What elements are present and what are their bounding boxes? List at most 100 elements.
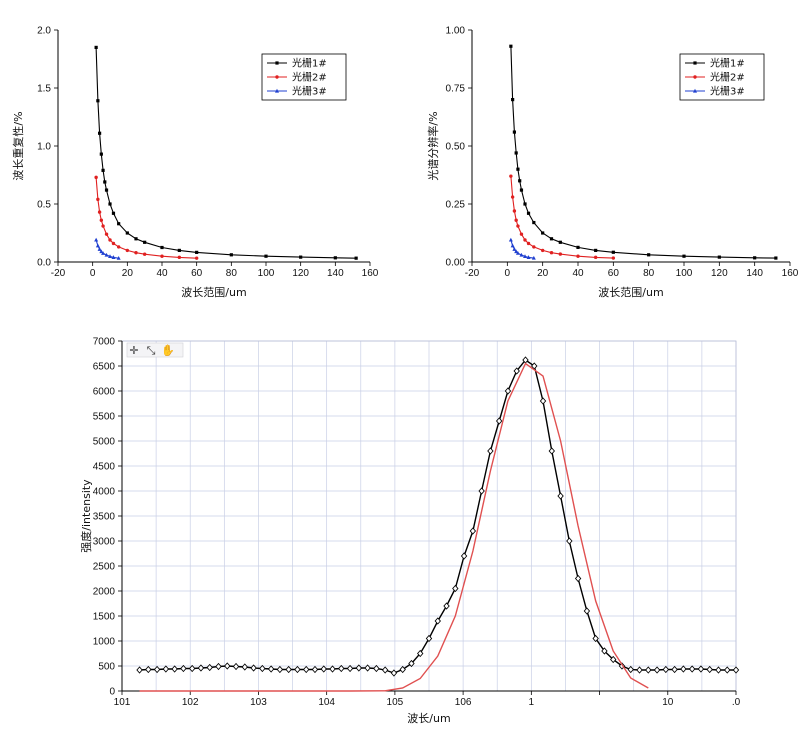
data-point: [717, 255, 721, 259]
data-point: [354, 256, 358, 260]
data-point: [513, 367, 520, 375]
chart-intensity-spectrum: 101 102 103 104 105 106 1 10 .0 0 500 1000 1500 2000 2…: [79, 337, 741, 726]
legend: 光栅1#光栅2#光栅3#: [261, 53, 347, 101]
data-point: [425, 634, 433, 643]
data-point: [241, 663, 248, 671]
y-tick-label: 500: [98, 662, 115, 673]
series-2: [509, 174, 616, 260]
series-3: [94, 237, 121, 260]
x-tick-label: 80: [226, 268, 238, 279]
data-point: [682, 254, 686, 258]
data-point: [101, 168, 105, 172]
series-1: [509, 44, 778, 260]
data-point: [96, 99, 100, 103]
data-point: [224, 662, 231, 670]
data-point: [601, 647, 608, 655]
pointer-icon[interactable]: ✛: [129, 344, 138, 357]
x-tick-label: 120: [711, 268, 728, 279]
legend-swatch-marker: [275, 88, 279, 93]
data-point: [504, 387, 512, 395]
legend-swatch-marker: [693, 88, 697, 93]
data-point: [259, 664, 266, 673]
x-tick-label: 101: [114, 697, 131, 708]
data-point: [523, 238, 527, 242]
legend-entry: 光栅1#: [292, 57, 327, 70]
data-point: [136, 666, 143, 674]
data-point: [101, 251, 106, 255]
y-tick-label: 2.0: [37, 26, 51, 37]
data-point: [662, 665, 670, 674]
y-tick-label: 1500: [93, 612, 116, 623]
data-point: [558, 252, 563, 256]
data-point: [381, 666, 389, 674]
series-line: [139, 362, 649, 692]
y-tick-label: 0.25: [446, 200, 466, 211]
y-tick-label: 0.0: [37, 258, 51, 269]
data-point: [526, 241, 531, 246]
data-point: [95, 243, 100, 248]
data-point: [125, 248, 130, 253]
data-point: [697, 665, 705, 673]
data-point: [180, 664, 187, 673]
data-point: [250, 664, 257, 672]
data-point: [111, 255, 116, 259]
data-point: [434, 617, 441, 625]
data-point: [515, 250, 520, 255]
data-point: [125, 231, 129, 235]
legend-swatch-marker: [275, 75, 279, 79]
x-tick-label: 60: [608, 268, 620, 279]
data-point: [142, 252, 147, 256]
data-point: [512, 247, 517, 251]
y-tick-label: 1000: [93, 637, 116, 648]
x-tick-label: 140: [327, 268, 344, 279]
data-point: [134, 251, 138, 255]
legend-swatch-marker: [693, 61, 697, 65]
data-point: [549, 251, 554, 255]
x-axis-label: 波长/um: [407, 712, 450, 725]
data-point: [540, 248, 545, 253]
data-point: [364, 664, 371, 672]
x-tick-label: 105: [387, 697, 404, 708]
data-point: [197, 664, 205, 672]
data-point: [514, 151, 518, 155]
x-tick-label: 1: [529, 697, 535, 708]
series-1: [136, 356, 740, 677]
y-tick-label: 0.50: [446, 142, 466, 153]
data-point: [443, 602, 450, 610]
data-point: [671, 665, 678, 674]
data-point: [99, 152, 103, 156]
data-point: [111, 241, 116, 246]
zoom-icon[interactable]: ⤡: [147, 344, 156, 357]
data-point: [688, 665, 696, 673]
y-tick-label: 3500: [93, 512, 116, 523]
y-tick-label: 6000: [93, 387, 116, 398]
data-point: [285, 665, 292, 674]
data-point: [153, 665, 161, 674]
y-tick-label: 4000: [93, 487, 116, 498]
data-point: [523, 202, 527, 206]
toolbar-background: [126, 342, 184, 358]
legend-entry: 光栅2#: [292, 71, 327, 84]
x-tick-label: 103: [250, 697, 267, 708]
y-tick-label: 2000: [93, 587, 116, 598]
data-point: [495, 417, 503, 425]
data-point: [355, 664, 363, 672]
series-2: [139, 362, 649, 692]
data-point: [531, 255, 536, 260]
data-point: [487, 447, 494, 455]
data-point: [267, 665, 275, 673]
data-point: [104, 252, 109, 257]
data-point: [160, 245, 164, 250]
y-tick-label: 0: [109, 687, 115, 698]
data-point: [519, 252, 524, 257]
y-tick-label: 4500: [93, 462, 116, 473]
x-tick-label: 140: [746, 268, 763, 279]
pan-icon[interactable]: ✋: [161, 344, 175, 357]
data-point: [576, 245, 580, 249]
y-tick-label: 7000: [93, 337, 116, 348]
data-point: [97, 247, 102, 251]
x-tick-label: 102: [182, 697, 199, 708]
data-point: [532, 245, 536, 249]
data-point: [417, 649, 424, 658]
